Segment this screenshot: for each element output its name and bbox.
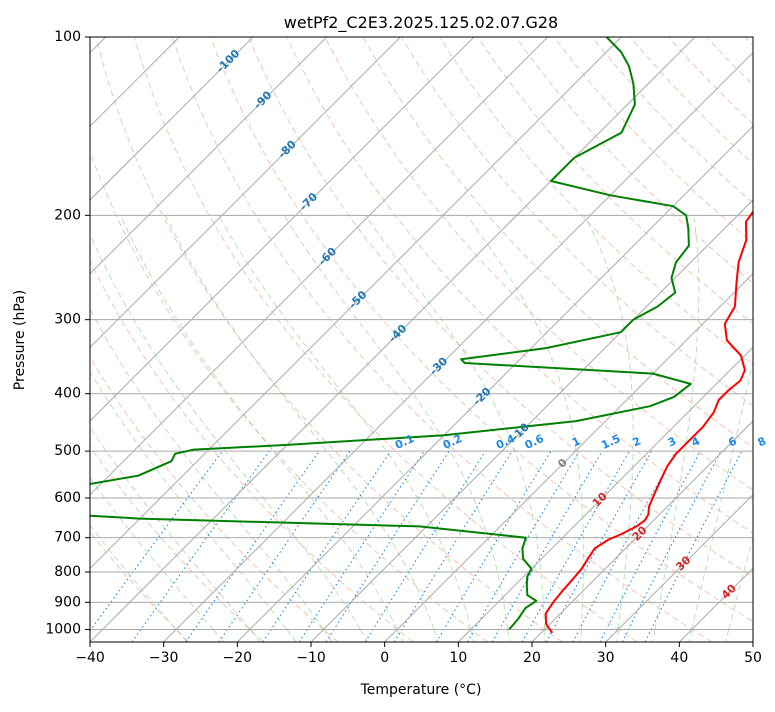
y-tick-label: 700: [54, 530, 81, 546]
y-tick-label: 500: [54, 443, 81, 459]
x-tick-label: 10: [449, 650, 467, 666]
y-axis-label: Pressure (hPa): [12, 290, 28, 390]
x-tick-label: 50: [744, 650, 762, 666]
x-tick-label: −30: [149, 650, 179, 666]
y-tick-label: 400: [54, 386, 81, 402]
y-tick-label: 800: [54, 564, 81, 580]
x-tick-label: −20: [223, 650, 253, 666]
y-tick-label: 1000: [45, 621, 81, 637]
y-tick-label: 600: [54, 490, 81, 506]
x-tick-label: −40: [75, 650, 105, 666]
y-tick-label: 300: [54, 312, 81, 328]
y-tick-label: 100: [54, 29, 81, 45]
x-tick-label: 40: [670, 650, 688, 666]
x-tick-label: 20: [523, 650, 541, 666]
x-axis-label: Temperature (°C): [360, 682, 482, 698]
chart-title: wetPf2_C2E3.2025.125.02.07.G28: [284, 13, 558, 33]
x-tick-label: −10: [296, 650, 326, 666]
y-tick-label: 900: [54, 594, 81, 610]
x-tick-label: 0: [380, 650, 389, 666]
y-tick-label: 200: [54, 207, 81, 223]
x-tick-label: 30: [597, 650, 615, 666]
